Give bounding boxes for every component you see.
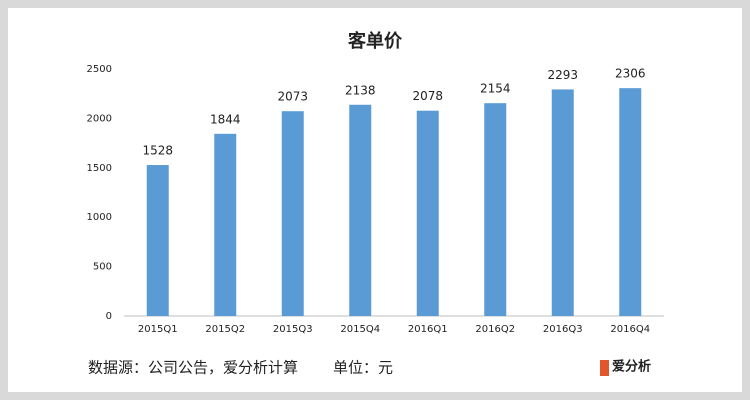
y-tick-label: 0 <box>106 311 112 322</box>
bar <box>484 103 507 316</box>
x-tick-label: 2016Q4 <box>610 324 650 335</box>
x-tick-label: 2015Q2 <box>205 324 245 335</box>
bar <box>551 89 574 316</box>
data-label: 2293 <box>547 68 578 82</box>
data-label: 1844 <box>210 112 241 126</box>
bar <box>619 88 642 316</box>
logo-icon <box>600 360 609 376</box>
x-tick-label: 2016Q2 <box>475 324 515 335</box>
bar <box>214 133 237 316</box>
source-note: 数据源：公司公告，爱分析计算 <box>88 359 298 377</box>
data-label: 2073 <box>277 90 308 104</box>
data-label: 1528 <box>142 144 173 158</box>
unit-note: 单位：元 <box>333 359 393 377</box>
bar <box>146 165 169 316</box>
y-tick-label: 2000 <box>87 113 112 124</box>
y-tick-label: 2500 <box>87 64 112 75</box>
data-label: 2154 <box>480 82 511 96</box>
y-tick-label: 1000 <box>87 212 112 223</box>
y-tick-label: 1500 <box>87 163 112 174</box>
x-tick-label: 2016Q1 <box>408 324 448 335</box>
x-tick-label: 2015Q1 <box>138 324 178 335</box>
data-label: 2078 <box>412 89 443 103</box>
bar <box>416 110 439 316</box>
logo: 爱分析 <box>612 359 651 375</box>
chart-title: 客单价 <box>348 30 403 52</box>
x-tick-label: 2015Q3 <box>273 324 313 335</box>
bar <box>349 104 372 317</box>
data-label: 2306 <box>615 67 646 81</box>
x-tick-label: 2015Q4 <box>340 324 380 335</box>
data-label: 2138 <box>345 83 376 97</box>
x-tick-label: 2016Q3 <box>543 324 583 335</box>
bar <box>281 111 304 317</box>
y-tick-label: 500 <box>93 262 112 273</box>
